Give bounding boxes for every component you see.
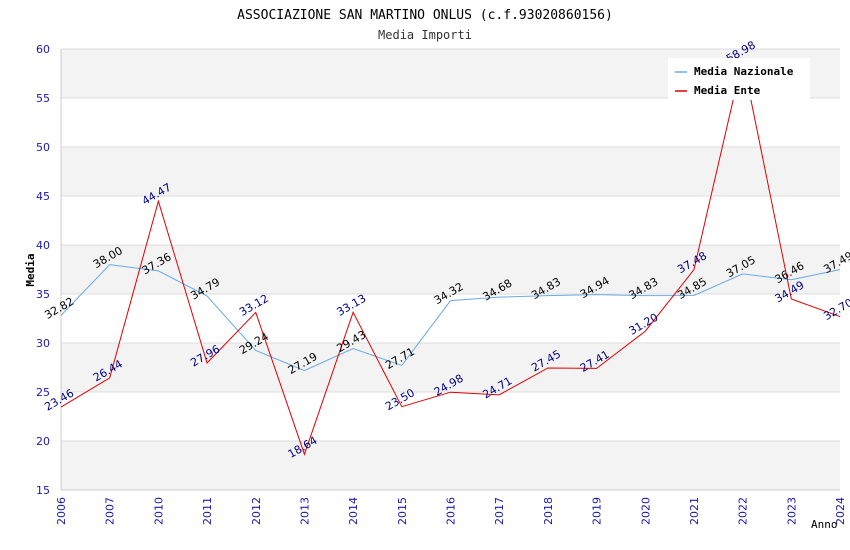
y-tick-label: 55 (36, 92, 50, 105)
x-tick-label: 2024 (834, 497, 847, 525)
grid-band (61, 441, 840, 490)
x-tick-label: 2022 (737, 497, 750, 525)
y-tick-label: 45 (36, 190, 50, 203)
chart-title: ASSOCIAZIONE SAN MARTINO ONLUS (c.f.9302… (237, 8, 613, 23)
x-tick-label: 2021 (688, 497, 701, 525)
legend-label: Media Ente (694, 84, 761, 97)
y-tick-label: 15 (36, 484, 50, 497)
x-tick-label: 2012 (250, 497, 263, 525)
x-tick-label: 2013 (298, 497, 311, 525)
y-axis-label: Media (24, 253, 37, 286)
x-tick-label: 2014 (347, 497, 360, 525)
x-tick-label: 2017 (493, 497, 506, 525)
grid-band (61, 343, 840, 392)
y-tick-label: 30 (36, 337, 50, 350)
legend-label: Media Nazionale (694, 65, 794, 78)
x-tick-label: 2011 (201, 497, 214, 525)
series-line-media-nazionale (60, 264, 841, 372)
y-tick-label: 50 (36, 141, 50, 154)
grid-band (61, 245, 840, 294)
y-tick-label: 35 (36, 288, 50, 301)
x-tick-label: 2015 (396, 497, 409, 525)
x-tick-label: 2010 (152, 497, 165, 525)
y-tick-label: 20 (36, 435, 50, 448)
series-line-media-ente (60, 58, 841, 456)
x-tick-label: 2007 (104, 497, 117, 525)
y-tick-label: 40 (36, 239, 50, 252)
chart-subtitle: Media Importi (378, 28, 472, 42)
x-tick-label: 2016 (445, 497, 458, 525)
legend: Media Nazionale Media Ente (668, 58, 810, 100)
y-tick-label: 60 (36, 43, 50, 56)
grid-band (61, 147, 840, 196)
x-tick-label: 2020 (639, 497, 652, 525)
x-tick-label: 2006 (55, 497, 68, 525)
y-tick-labels: 15 20 25 30 35 40 45 50 55 60 (36, 43, 50, 497)
x-tick-labels: 2006 2007 2010 2011 2012 2013 2014 2015 2016 2017… (55, 497, 847, 525)
x-tick-label: 2019 (591, 497, 604, 525)
x-tick-label: 2023 (785, 497, 798, 525)
x-tick-label: 2018 (542, 497, 555, 525)
axes (60, 49, 840, 491)
x-axis-label: Anno (811, 518, 838, 531)
series-lines (60, 58, 841, 456)
legend-box (668, 58, 810, 100)
y-tick-label: 25 (36, 386, 50, 399)
